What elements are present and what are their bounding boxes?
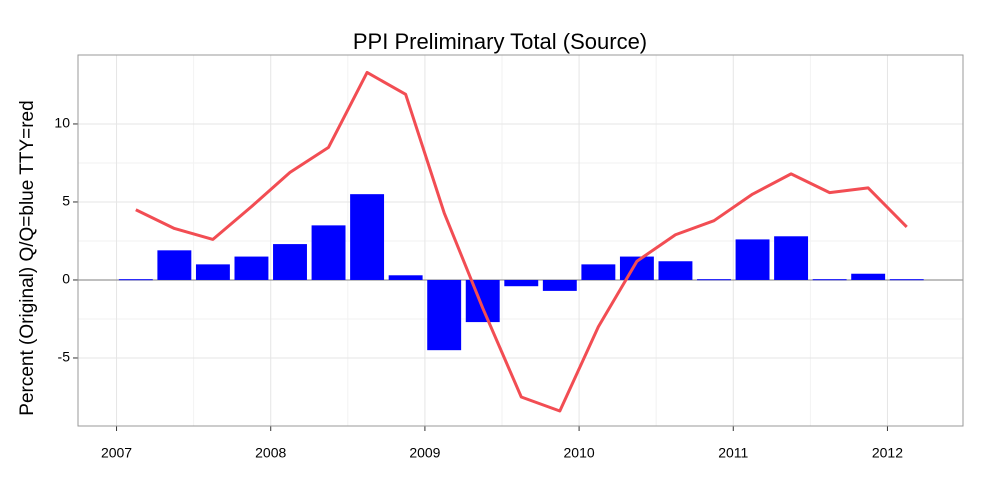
bar bbox=[157, 250, 192, 280]
bar bbox=[658, 261, 693, 280]
bar bbox=[697, 279, 731, 281]
y-tick-label: -5 bbox=[58, 349, 71, 365]
x-tick-label: 2012 bbox=[872, 445, 903, 461]
bar bbox=[581, 264, 616, 280]
bar bbox=[812, 279, 847, 281]
bar bbox=[889, 279, 924, 281]
y-tick-label: 10 bbox=[54, 115, 70, 131]
bar bbox=[273, 244, 307, 280]
bar bbox=[851, 273, 886, 280]
x-tick-label: 2010 bbox=[564, 445, 595, 461]
bar bbox=[427, 279, 462, 351]
x-tick-label: 2011 bbox=[718, 445, 748, 461]
y-tick-label: 5 bbox=[62, 193, 70, 209]
bar bbox=[311, 225, 346, 280]
bar bbox=[465, 279, 500, 323]
bar bbox=[774, 236, 809, 280]
chart-title: PPI Preliminary Total (Source) bbox=[353, 29, 647, 54]
bar bbox=[118, 279, 153, 281]
x-tick-label: 2008 bbox=[255, 445, 286, 461]
x-tick-label: 2009 bbox=[409, 445, 440, 461]
y-axis-label: Percent (Original) Q/Q=blue TTY=red bbox=[17, 100, 38, 415]
bar bbox=[234, 256, 269, 280]
bar bbox=[735, 239, 770, 280]
bar bbox=[388, 275, 423, 280]
bar bbox=[195, 264, 230, 280]
bar bbox=[504, 279, 539, 287]
x-tick-label: 2007 bbox=[101, 445, 132, 461]
line bbox=[135, 70, 908, 413]
bar bbox=[542, 279, 577, 291]
plot-border bbox=[77, 54, 964, 427]
y-tick-label: 0 bbox=[62, 271, 70, 287]
bar bbox=[350, 194, 385, 280]
